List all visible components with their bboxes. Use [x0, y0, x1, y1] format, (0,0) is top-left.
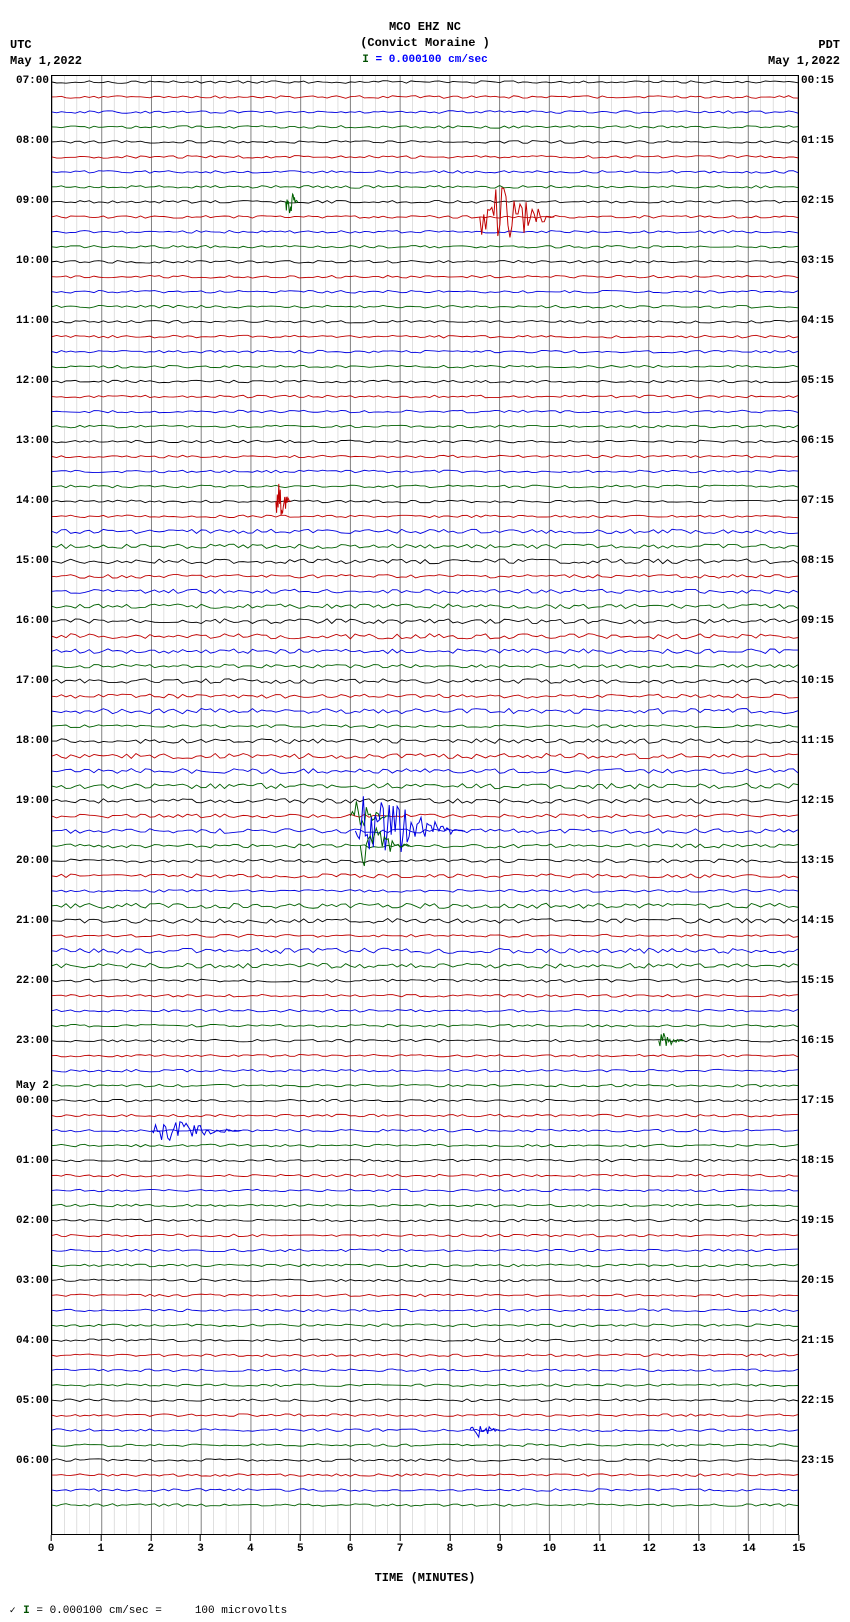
time-label: 12:15: [801, 795, 845, 807]
time-label: 16:00: [5, 615, 49, 627]
time-label: 15:15: [801, 975, 845, 987]
time-label: 13:00: [5, 435, 49, 447]
footer-scale: ✓ I = 0.000100 cm/sec = 100 microvolts: [5, 1605, 845, 1617]
time-label: 14:00: [5, 495, 49, 507]
x-tick: 14: [743, 1535, 756, 1555]
time-label: 15:00: [5, 555, 49, 567]
time-label: 21:00: [5, 915, 49, 927]
tz-left-block: UTC May 1,2022: [10, 38, 82, 69]
time-label: 18:00: [5, 735, 49, 747]
x-tick: 0: [48, 1535, 55, 1555]
scale-bar-icon: I: [362, 54, 369, 66]
time-label: 01:15: [801, 135, 845, 147]
time-label: 14:15: [801, 915, 845, 927]
time-label: 05:15: [801, 375, 845, 387]
x-tick: 10: [543, 1535, 556, 1555]
time-label: 02:15: [801, 195, 845, 207]
station-location: (Convict Moraine ): [5, 36, 845, 52]
time-label: 11:00: [5, 315, 49, 327]
time-label: 06:00: [5, 1455, 49, 1467]
time-label: 05:00: [5, 1395, 49, 1407]
station-id: MCO EHZ NC: [5, 20, 845, 36]
time-label: 00:15: [801, 75, 845, 87]
time-label: 17:15: [801, 1095, 845, 1107]
x-tick: 1: [98, 1535, 105, 1555]
time-label: 20:00: [5, 855, 49, 867]
x-tick: 3: [197, 1535, 204, 1555]
time-label: 03:00: [5, 1275, 49, 1287]
x-tick: 9: [496, 1535, 503, 1555]
time-label: 13:15: [801, 855, 845, 867]
time-label: 21:15: [801, 1335, 845, 1347]
footer-bar-icon: I: [23, 1605, 30, 1617]
time-label: 11:15: [801, 735, 845, 747]
time-label: 09:15: [801, 615, 845, 627]
date-left: May 1,2022: [10, 54, 82, 70]
plot-wrap: 07:0008:0009:0010:0011:0012:0013:0014:00…: [51, 75, 799, 1535]
tz-right-block: PDT May 1,2022: [768, 38, 840, 69]
scale-text: = 0.000100 cm/sec: [376, 54, 488, 66]
time-label: 10:15: [801, 675, 845, 687]
x-tick: 5: [297, 1535, 304, 1555]
right-time-axis: 00:15 01:15 02:15 03:15 04:15 05:15 06:15 07:15…: [801, 75, 845, 1535]
time-label: 04:15: [801, 315, 845, 327]
time-label: 07:15: [801, 495, 845, 507]
time-label: 06:15: [801, 435, 845, 447]
x-tick: 6: [347, 1535, 354, 1555]
time-label: 02:00: [5, 1215, 49, 1227]
time-label: 08:15: [801, 555, 845, 567]
scale-note: I = 0.000100 cm/sec: [5, 53, 845, 67]
time-label: 10:00: [5, 255, 49, 267]
date-right: May 1,2022: [768, 54, 840, 70]
footer-formula: = 0.000100 cm/sec =: [36, 1605, 161, 1617]
time-label: 17:00: [5, 675, 49, 687]
time-label: 03:15: [801, 255, 845, 267]
time-label: 00:00: [5, 1095, 49, 1107]
tz-left: UTC: [10, 38, 82, 54]
x-tick: 11: [593, 1535, 606, 1555]
footer-microvolts: 100 microvolts: [195, 1605, 287, 1617]
time-label: 18:15: [801, 1155, 845, 1167]
time-label: 20:15: [801, 1275, 845, 1287]
x-tick: 12: [643, 1535, 656, 1555]
date-rollover-label: May 2: [5, 1080, 49, 1092]
left-time-axis: 07:00 08:00 09:00 10:00 11:00 12:00 13:00 14:00…: [5, 75, 49, 1535]
time-label: 08:00: [5, 135, 49, 147]
time-label: 23:00: [5, 1035, 49, 1047]
time-label: 19:15: [801, 1215, 845, 1227]
x-tick: 8: [447, 1535, 454, 1555]
seismogram-plot: [51, 75, 799, 1535]
time-label: 09:00: [5, 195, 49, 207]
tz-right: PDT: [768, 38, 840, 54]
time-label: 16:15: [801, 1035, 845, 1047]
x-tick: 15: [792, 1535, 805, 1555]
time-label: 19:00: [5, 795, 49, 807]
time-label: 04:00: [5, 1335, 49, 1347]
header: MCO EHZ NC (Convict Moraine ) I = 0.0001…: [5, 20, 845, 67]
x-tick: 2: [147, 1535, 154, 1555]
time-label: 23:15: [801, 1455, 845, 1467]
time-label: 22:15: [801, 1395, 845, 1407]
time-label: 07:00: [5, 75, 49, 87]
x-axis-label: TIME (MINUTES): [5, 1569, 845, 1585]
x-tick: 13: [693, 1535, 706, 1555]
time-label: 12:00: [5, 375, 49, 387]
x-axis: 0123456789101112131415: [51, 1535, 799, 1569]
time-label: 01:00: [5, 1155, 49, 1167]
x-tick: 4: [247, 1535, 254, 1555]
time-label: 22:00: [5, 975, 49, 987]
x-tick: 7: [397, 1535, 404, 1555]
